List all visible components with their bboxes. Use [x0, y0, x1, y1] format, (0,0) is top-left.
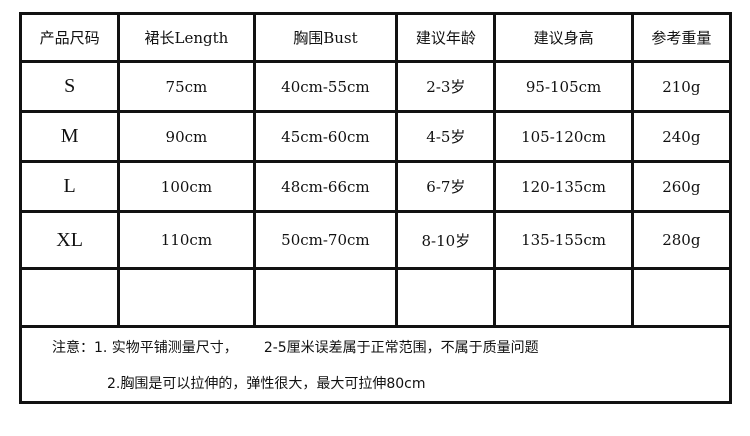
cell-height: 105-120cm — [493, 110, 634, 163]
cell-size: L — [18, 160, 121, 213]
header-size: 产品尺码 — [18, 12, 121, 63]
table-row: L 100cm 48cm-66cm 6-7岁 120-135cm 260g — [18, 160, 733, 213]
cell-size: XL — [18, 210, 121, 270]
empty-row — [18, 267, 733, 328]
notes-row: 注意：1. 实物平铺测量尺寸， 2-5厘米误差属于正常范围，不属于质量问题 2.胸… — [19, 325, 732, 404]
cell-bust: 50cm-70cm — [252, 210, 399, 270]
header-bust: 胸围Bust — [252, 12, 399, 63]
cell-size: M — [18, 110, 121, 163]
empty-cell — [252, 267, 399, 328]
header-age: 建议年龄 — [395, 12, 497, 63]
empty-cell — [493, 267, 634, 328]
note-line-1: 注意：1. 实物平铺测量尺寸， 2-5厘米误差属于正常范围，不属于质量问题 — [52, 337, 729, 357]
cell-length: 75cm — [117, 60, 256, 113]
cell-weight: 210g — [630, 60, 733, 113]
cell-bust: 45cm-60cm — [252, 110, 399, 163]
cell-age: 8-10岁 — [395, 210, 497, 270]
table-row: M 90cm 45cm-60cm 4-5岁 105-120cm 240g — [18, 110, 733, 163]
empty-cell — [117, 267, 256, 328]
cell-size: S — [18, 60, 121, 113]
size-chart-table: 产品尺码 裙长Length 胸围Bust 建议年龄 建议身高 参考重量 S 75… — [18, 12, 733, 404]
cell-length: 110cm — [117, 210, 256, 270]
cell-age: 6-7岁 — [395, 160, 497, 213]
cell-height: 120-135cm — [493, 160, 634, 213]
note-line-2: 2.胸围是可以拉伸的，弹性很大，最大可拉伸80cm — [107, 375, 426, 392]
cell-height: 95-105cm — [493, 60, 634, 113]
cell-length: 90cm — [117, 110, 256, 163]
table-row: S 75cm 40cm-55cm 2-3岁 95-105cm 210g — [18, 60, 733, 113]
table-row: XL 110cm 50cm-70cm 8-10岁 135-155cm 280g — [18, 210, 733, 270]
cell-age: 4-5岁 — [395, 110, 497, 163]
empty-cell — [18, 267, 121, 328]
cell-bust: 40cm-55cm — [252, 60, 399, 113]
note-1-prefix: 注意：1. 实物平铺测量尺寸， — [52, 339, 238, 356]
header-length: 裙长Length — [117, 12, 256, 63]
empty-cell — [630, 267, 733, 328]
empty-cell — [395, 267, 497, 328]
header-height: 建议身高 — [493, 12, 634, 63]
cell-weight: 280g — [630, 210, 733, 270]
cell-age: 2-3岁 — [395, 60, 497, 113]
note-1-text: 2-5厘米误差属于正常范围，不属于质量问题 — [263, 339, 539, 356]
cell-length: 100cm — [117, 160, 256, 213]
cell-weight: 240g — [630, 110, 733, 163]
notes-cell: 注意：1. 实物平铺测量尺寸， 2-5厘米误差属于正常范围，不属于质量问题 2.胸… — [19, 325, 732, 404]
cell-weight: 260g — [630, 160, 733, 213]
header-row: 产品尺码 裙长Length 胸围Bust 建议年龄 建议身高 参考重量 — [18, 12, 733, 63]
cell-height: 135-155cm — [493, 210, 634, 270]
cell-bust: 48cm-66cm — [252, 160, 399, 213]
header-weight: 参考重量 — [630, 12, 733, 63]
